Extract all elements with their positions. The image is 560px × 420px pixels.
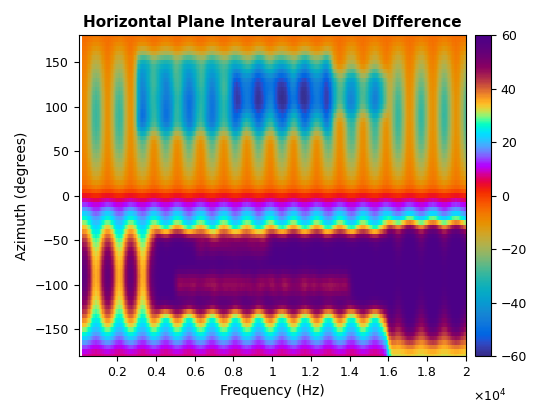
Y-axis label: Azimuth (degrees): Azimuth (degrees) — [15, 131, 29, 260]
Title: Horizontal Plane Interaural Level Difference: Horizontal Plane Interaural Level Differ… — [83, 15, 461, 30]
X-axis label: Frequency (Hz): Frequency (Hz) — [220, 384, 325, 398]
Text: $\times10^4$: $\times10^4$ — [473, 388, 507, 405]
